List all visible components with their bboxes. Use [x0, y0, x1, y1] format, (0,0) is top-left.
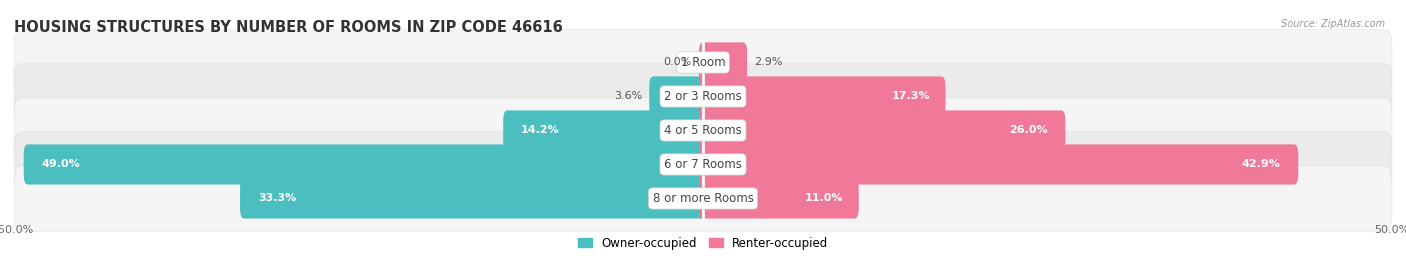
Text: 14.2%: 14.2% — [522, 125, 560, 136]
Legend: Owner-occupied, Renter-occupied: Owner-occupied, Renter-occupied — [572, 232, 834, 254]
FancyBboxPatch shape — [24, 144, 707, 185]
Text: 4 or 5 Rooms: 4 or 5 Rooms — [664, 124, 742, 137]
FancyBboxPatch shape — [699, 144, 1298, 185]
FancyBboxPatch shape — [14, 30, 1392, 95]
FancyBboxPatch shape — [240, 178, 707, 218]
Text: 26.0%: 26.0% — [1010, 125, 1047, 136]
Text: 1 Room: 1 Room — [681, 56, 725, 69]
FancyBboxPatch shape — [14, 132, 1392, 197]
Text: Source: ZipAtlas.com: Source: ZipAtlas.com — [1281, 19, 1385, 29]
Text: 2.9%: 2.9% — [754, 58, 783, 68]
Text: 3.6%: 3.6% — [614, 91, 643, 101]
FancyBboxPatch shape — [14, 64, 1392, 129]
Text: 6 or 7 Rooms: 6 or 7 Rooms — [664, 158, 742, 171]
Text: 17.3%: 17.3% — [891, 91, 931, 101]
Text: HOUSING STRUCTURES BY NUMBER OF ROOMS IN ZIP CODE 46616: HOUSING STRUCTURES BY NUMBER OF ROOMS IN… — [14, 20, 562, 35]
Text: 33.3%: 33.3% — [257, 193, 297, 203]
FancyBboxPatch shape — [503, 110, 707, 151]
FancyBboxPatch shape — [699, 43, 747, 83]
FancyBboxPatch shape — [699, 76, 945, 116]
Text: 2 or 3 Rooms: 2 or 3 Rooms — [664, 90, 742, 103]
Text: 8 or more Rooms: 8 or more Rooms — [652, 192, 754, 205]
FancyBboxPatch shape — [699, 178, 859, 218]
Text: 42.9%: 42.9% — [1241, 160, 1281, 169]
Text: 49.0%: 49.0% — [42, 160, 80, 169]
FancyBboxPatch shape — [650, 76, 707, 116]
FancyBboxPatch shape — [14, 98, 1392, 163]
Text: 0.0%: 0.0% — [664, 58, 692, 68]
FancyBboxPatch shape — [699, 110, 1066, 151]
Text: 11.0%: 11.0% — [806, 193, 844, 203]
FancyBboxPatch shape — [14, 166, 1392, 231]
